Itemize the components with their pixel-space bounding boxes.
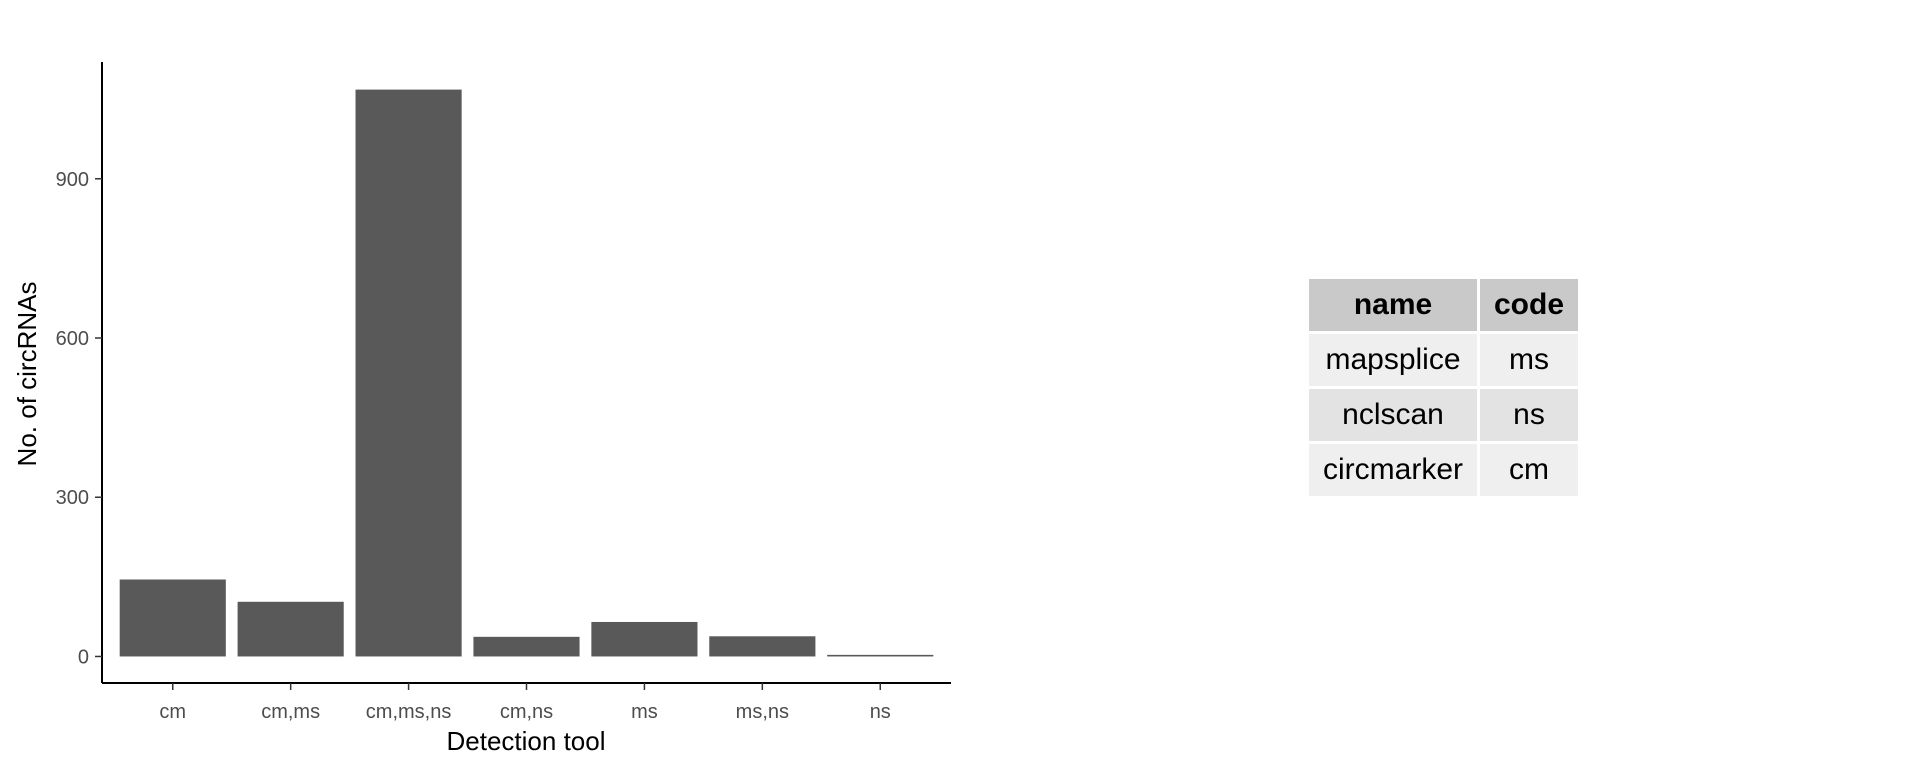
table-cell-name: circmarker: [1309, 444, 1477, 496]
y-ticks-group: 0 300 600 900: [56, 169, 102, 668]
table-cell-code: ns: [1480, 389, 1579, 441]
x-tick-label: ms: [631, 701, 658, 723]
x-tick-label: ns: [870, 701, 891, 723]
header-name: name: [1309, 279, 1477, 331]
bar-ms: [591, 621, 698, 657]
header-code: code: [1480, 279, 1579, 331]
y-tick-label: 900: [56, 169, 89, 191]
bars-group: [119, 89, 934, 657]
bar-ns: [827, 654, 934, 657]
table-row: mapsplice ms: [1309, 334, 1579, 386]
bar-ms-ns: [709, 636, 816, 657]
x-tick-label: ms,ns: [736, 701, 789, 723]
x-tick-label: cm,ms,ns: [366, 701, 452, 723]
table-row: nclscan ns: [1309, 389, 1579, 441]
table-cell-name: mapsplice: [1309, 334, 1477, 386]
bar-cm-ns: [473, 636, 580, 657]
bar-cm: [119, 579, 226, 657]
table-cell-name: nclscan: [1309, 389, 1477, 441]
y-axis-title: No. of circRNAs: [12, 282, 42, 467]
y-tick-label: 300: [56, 487, 89, 509]
x-axis-title: Detection tool: [447, 726, 606, 756]
y-tick-label: 0: [78, 646, 89, 668]
x-tick-label: cm,ns: [500, 701, 553, 723]
table-header-row: name code: [1309, 279, 1579, 331]
x-tick-label: cm,ms: [261, 701, 320, 723]
table-cell-code: ms: [1480, 334, 1579, 386]
table-row: circmarker cm: [1309, 444, 1579, 496]
x-tick-label: cm: [159, 701, 186, 723]
bar-cm-ms-ns: [355, 89, 462, 657]
bar-chart: 0 300 600 900 cm cm,ms cm,ms,ns cm,ns ms ms,ns ns…: [12, 62, 951, 756]
bar-cm-ms: [237, 601, 344, 657]
x-ticks-group: cm cm,ms cm,ms,ns cm,ns ms ms,ns ns: [159, 683, 891, 723]
table-cell-code: cm: [1480, 444, 1579, 496]
y-tick-label: 600: [56, 328, 89, 350]
code-legend-table: name code mapsplice ms nclscan ns circma…: [1306, 276, 1581, 499]
